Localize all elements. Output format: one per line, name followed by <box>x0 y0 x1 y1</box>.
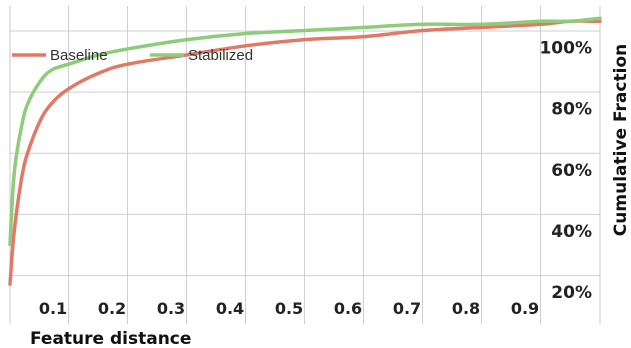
y-tick-label: 100% <box>539 38 592 58</box>
legend-item-stabilized: Stabilized <box>150 47 253 64</box>
y-tick-label: 60% <box>551 161 592 181</box>
y-tick-labels: 20% 40% 60% 80% 100% <box>539 38 592 303</box>
x-tick-label: 0.9 <box>511 299 539 318</box>
y-tick-label: 40% <box>551 222 592 242</box>
x-tick-labels: 0.1 0.2 0.3 0.4 0.5 0.6 0.7 0.8 0.9 <box>39 299 539 318</box>
x-tick-label: 0.3 <box>157 299 185 318</box>
x-tick-label: 0.6 <box>334 299 362 318</box>
x-tick-label: 0.4 <box>216 299 244 318</box>
x-tick-label: 0.1 <box>39 299 67 318</box>
x-tick-label: 0.7 <box>393 299 421 318</box>
series-lines <box>8 16 602 287</box>
legend-label: Baseline <box>50 47 108 64</box>
y-axis-title: Cumulative Fraction <box>611 44 631 236</box>
x-tick-label: 0.2 <box>98 299 126 318</box>
y-tick-label: 20% <box>551 283 592 303</box>
x-tick-label: 0.5 <box>275 299 303 318</box>
x-tick-label: 0.8 <box>452 299 480 318</box>
legend-item-baseline: Baseline <box>12 47 108 64</box>
y-tick-label: 80% <box>551 100 592 120</box>
series-line-stabilized <box>8 16 602 247</box>
x-axis-title: Feature distance <box>30 329 191 348</box>
legend: Baseline Stabilized <box>12 47 253 64</box>
series-line-baseline <box>8 19 602 287</box>
legend-label: Stabilized <box>188 47 253 64</box>
